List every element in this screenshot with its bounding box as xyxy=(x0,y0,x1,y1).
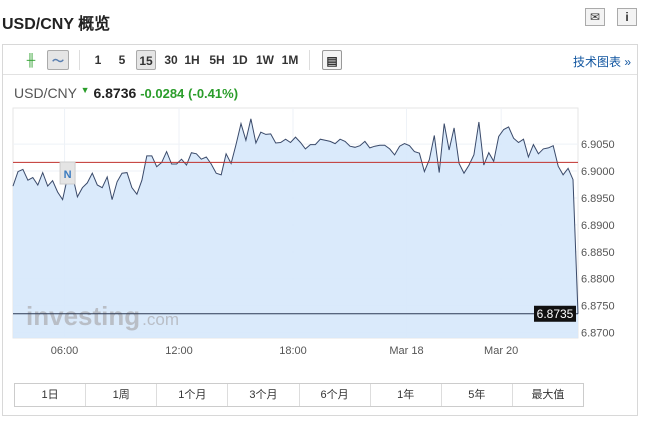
watermark-logo: investing xyxy=(26,301,140,331)
y-tick-label: 6.8700 xyxy=(581,328,615,340)
table-view-icon[interactable]: ▤ xyxy=(322,50,342,70)
x-tick-label: 12:00 xyxy=(165,345,193,357)
x-tick-label: Mar 20 xyxy=(484,345,518,357)
interval-5[interactable]: 5 xyxy=(118,53,126,67)
range-button[interactable]: 1周 xyxy=(86,384,158,406)
quote-line: USD/CNY ▼ 6.8736 -0.0284 (-0.41%) xyxy=(14,85,238,101)
interval-1[interactable]: 1 xyxy=(94,53,102,67)
interval-1D[interactable]: 1D xyxy=(232,53,248,67)
y-tick-label: 6.8900 xyxy=(581,220,615,232)
last-price-label: 6.8735 xyxy=(537,307,574,321)
watermark-logo-suffix: .com xyxy=(142,310,179,329)
x-tick-label: 06:00 xyxy=(51,345,79,357)
symbol: USD/CNY xyxy=(14,85,77,101)
y-tick-label: 6.8750 xyxy=(581,301,615,313)
info-icon[interactable]: i xyxy=(617,8,637,26)
up-arrow-icon: ▼ xyxy=(80,85,90,95)
range-button[interactable]: 3个月 xyxy=(228,384,300,406)
x-tick-label: 18:00 xyxy=(279,345,307,357)
y-tick-label: 6.9050 xyxy=(581,139,615,151)
range-button[interactable]: 1日 xyxy=(15,384,87,406)
chart-widget: ╫ 〜 1 5 15 30 1H 5H 1D 1W 1M ▤ 技术图表 » USD/CNY ▼ … xyxy=(2,44,638,416)
price-area xyxy=(13,118,578,338)
change: -0.0284 xyxy=(140,86,185,101)
last-price-badge xyxy=(534,305,576,322)
range-button[interactable]: 1个月 xyxy=(157,384,229,406)
price-line xyxy=(12,118,579,314)
range-button[interactable]: 6个月 xyxy=(300,384,371,406)
news-marker-label: N xyxy=(64,169,72,181)
news-marker xyxy=(59,161,76,185)
interval-15[interactable]: 15 xyxy=(136,50,156,70)
candlestick-icon[interactable]: ╫ xyxy=(26,53,36,67)
interval-30[interactable]: 30 xyxy=(164,53,178,67)
y-tick-label: 6.9000 xyxy=(581,166,615,178)
range-selector: 1日 1周 1个月 3个月 6个月 1年 5年 最大值 xyxy=(14,383,584,407)
price: 6.8736 xyxy=(93,85,137,101)
interval-5H[interactable]: 5H xyxy=(209,53,225,67)
range-button[interactable]: 1年 xyxy=(371,384,442,406)
range-button[interactable]: 最大值 xyxy=(531,389,565,401)
technical-chart-link[interactable]: 技术图表 » xyxy=(572,55,631,69)
y-tick-label: 6.8850 xyxy=(581,247,615,259)
interval-1H[interactable]: 1H xyxy=(184,53,200,67)
line-chart-icon[interactable]: 〜 xyxy=(47,50,69,70)
mail-icon[interactable]: ✉ xyxy=(585,8,605,26)
change-percent: (-0.41%) xyxy=(188,86,239,101)
y-tick-label: 6.8950 xyxy=(581,193,615,205)
chart-toolbar: ╫ 〜 1 5 15 30 1H 5H 1D 1W 1M ▤ 技术图表 » xyxy=(3,45,637,75)
range-button[interactable]: 5年 xyxy=(442,384,513,406)
interval-1M[interactable]: 1M xyxy=(281,53,299,67)
page-title: USD/CNY 概览 xyxy=(2,16,111,33)
x-tick-label: Mar 18 xyxy=(389,345,423,357)
interval-1W[interactable]: 1W xyxy=(256,53,274,67)
y-tick-label: 6.8800 xyxy=(581,274,615,286)
